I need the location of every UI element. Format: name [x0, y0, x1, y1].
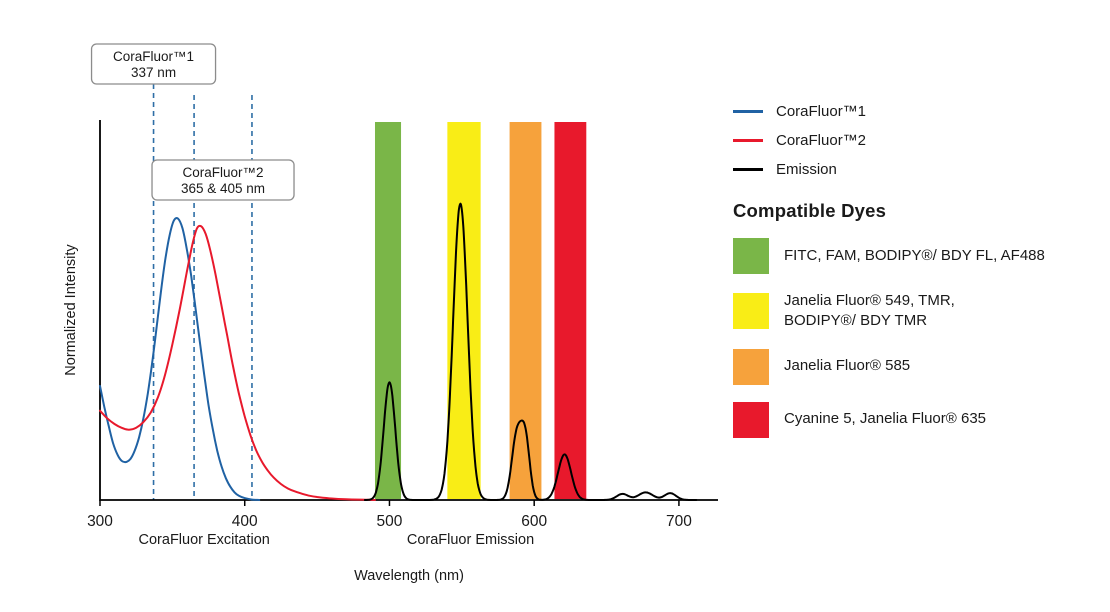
dye-item-red: Cyanine 5, Janelia Fluor® 635	[733, 401, 1105, 438]
x-tick-label: 700	[666, 513, 692, 530]
dye-label: Janelia Fluor® 549, TMR, BODIPY®/ BDY TM…	[784, 292, 955, 330]
series-curve-excitation	[99, 224, 376, 501]
legend-label: CoraFluor™1	[776, 102, 867, 120]
x-tick-label: 300	[87, 513, 113, 530]
axis-section-label: CoraFluor Excitation	[139, 532, 270, 548]
callout-wavelength: 337 nm	[131, 65, 176, 80]
legend-item-corafluor2: CoraFluor™2	[733, 131, 1105, 149]
chart-legend: CoraFluor™1 CoraFluor™2 Emission	[733, 102, 1105, 178]
legend-label: CoraFluor™2	[776, 131, 867, 149]
dye-label: FITC, FAM, BODIPY®/ BDY FL, AF488	[784, 246, 1045, 264]
dye-color-swatch	[733, 293, 769, 330]
dye-item-green: FITC, FAM, BODIPY®/ BDY FL, AF488	[733, 238, 1105, 274]
callout-box	[90, 43, 217, 85]
legend-line-swatch	[733, 138, 763, 142]
callout-box	[151, 159, 295, 201]
x-tick-label: 600	[521, 513, 547, 530]
series-curve-emission	[363, 202, 698, 502]
axis-section-label: CoraFluor Emission	[407, 532, 534, 548]
callout-title: CoraFluor™1	[113, 49, 194, 64]
dye-item-yellow: Janelia Fluor® 549, TMR, BODIPY®/ BDY TM…	[733, 291, 1105, 332]
dye-item-orange: Janelia Fluor® 585	[733, 348, 1105, 385]
legend-line-swatch	[733, 167, 763, 171]
legend-label: Emission	[776, 160, 837, 178]
compatible-dyes-heading: Compatible Dyes	[733, 200, 887, 221]
dye-label: Janelia Fluor® 585	[784, 357, 911, 375]
legend-and-dyes-panel: CoraFluor™1 CoraFluor™2 Emission Compati…	[733, 102, 1105, 455]
dye-color-swatch	[733, 401, 769, 438]
callout-title: CoraFluor™2	[183, 165, 264, 180]
legend-item-corafluor1: CoraFluor™1	[733, 102, 1105, 120]
x-tick-label: 400	[232, 513, 258, 530]
filter-band-yellow	[447, 122, 481, 499]
legend-item-emission: Emission	[733, 160, 1105, 178]
x-tick-label: 500	[377, 513, 403, 530]
series-curve-excitation	[99, 217, 261, 501]
dye-color-swatch	[733, 238, 769, 274]
x-axis-title: Wavelength (nm)	[354, 568, 464, 584]
filter-band-red	[554, 122, 587, 499]
legend-line-swatch	[733, 109, 763, 113]
callout-wavelength: 365 & 405 nm	[181, 181, 265, 196]
dye-label: Cyanine 5, Janelia Fluor® 635	[784, 410, 987, 428]
dye-color-swatch	[733, 348, 769, 385]
y-axis-title: Normalized Intensity	[63, 244, 79, 376]
